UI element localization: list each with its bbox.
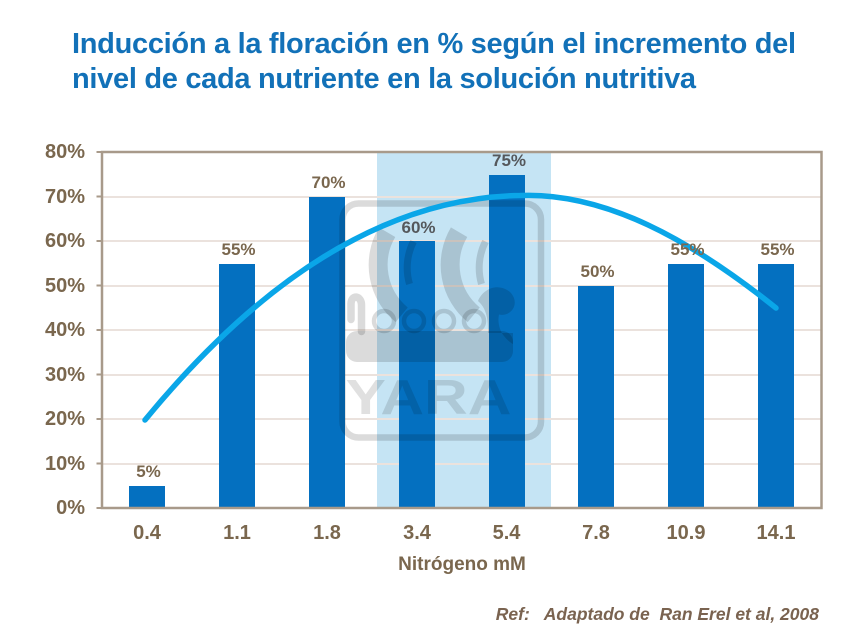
svg-text:YARA: YARA (346, 371, 512, 425)
